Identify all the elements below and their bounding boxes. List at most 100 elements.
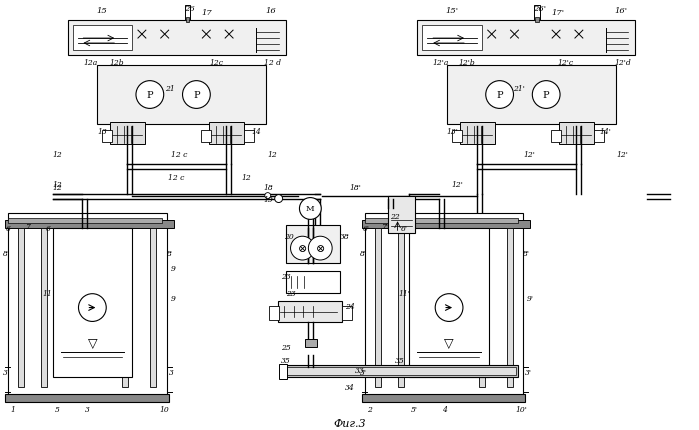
Bar — [18, 229, 24, 387]
Text: 34: 34 — [345, 383, 355, 391]
Text: 12': 12' — [524, 150, 535, 159]
Text: 9: 9 — [171, 264, 176, 272]
Text: 11: 11 — [43, 289, 52, 297]
Text: 5': 5' — [411, 405, 418, 413]
Text: 3: 3 — [3, 368, 8, 376]
Bar — [286, 271, 340, 293]
Text: 8: 8 — [3, 249, 8, 258]
Circle shape — [308, 237, 332, 261]
Circle shape — [136, 81, 164, 109]
Circle shape — [291, 237, 315, 261]
Text: 22: 22 — [390, 213, 399, 221]
Bar — [388, 196, 415, 233]
Bar — [122, 229, 128, 387]
Bar — [460, 123, 495, 145]
Bar — [479, 229, 484, 387]
Bar — [410, 229, 489, 377]
Text: 23: 23 — [286, 289, 296, 297]
Text: 6: 6 — [6, 225, 11, 233]
Bar — [286, 226, 340, 263]
Text: 12: 12 — [53, 180, 62, 188]
Text: 7': 7' — [381, 223, 388, 231]
Text: 12 c: 12 c — [168, 173, 185, 181]
Bar — [362, 221, 531, 229]
Bar — [593, 131, 604, 143]
Bar — [365, 219, 519, 224]
Circle shape — [275, 195, 282, 203]
Bar — [73, 26, 132, 51]
Bar — [110, 123, 145, 145]
Text: 3': 3' — [360, 368, 367, 376]
Text: 17': 17' — [552, 9, 565, 17]
Text: 12'c: 12'c — [558, 58, 574, 67]
Text: Фиг.3: Фиг.3 — [333, 418, 366, 427]
Text: 12 d: 12 d — [264, 58, 281, 67]
Text: 21': 21' — [514, 84, 526, 92]
Bar — [201, 131, 211, 143]
Text: 14': 14' — [600, 128, 612, 136]
Bar — [375, 229, 381, 387]
Bar — [551, 131, 561, 143]
Bar — [268, 306, 279, 321]
Text: 12c: 12c — [209, 58, 223, 67]
Text: 23: 23 — [281, 272, 291, 280]
Text: 1: 1 — [10, 405, 15, 413]
Text: 26: 26 — [184, 5, 195, 13]
Circle shape — [78, 294, 106, 322]
Circle shape — [299, 198, 322, 220]
Text: 13: 13 — [97, 128, 107, 136]
Bar — [52, 229, 132, 377]
Bar — [447, 66, 616, 125]
Circle shape — [486, 81, 514, 109]
Text: ▽: ▽ — [87, 336, 97, 349]
Text: 35: 35 — [395, 356, 405, 364]
Bar — [209, 123, 244, 145]
Circle shape — [435, 294, 463, 322]
Bar — [417, 21, 635, 56]
Text: 24: 24 — [345, 302, 355, 310]
Bar — [534, 6, 540, 21]
Text: 12: 12 — [268, 150, 278, 159]
Text: 8': 8' — [360, 249, 367, 258]
Text: 12a: 12a — [83, 58, 97, 67]
Bar — [342, 306, 352, 321]
Text: 19: 19 — [264, 195, 273, 203]
Text: ▽: ▽ — [445, 336, 454, 349]
Bar — [185, 18, 189, 23]
Bar — [282, 367, 517, 375]
Text: 12'a: 12'a — [432, 58, 448, 67]
Bar — [559, 123, 593, 145]
Bar — [365, 214, 524, 397]
Bar — [8, 219, 161, 224]
Text: 7: 7 — [26, 223, 30, 231]
Bar — [97, 66, 266, 125]
Bar — [305, 339, 317, 347]
Circle shape — [182, 81, 210, 109]
Bar — [280, 365, 519, 377]
Text: 10: 10 — [160, 405, 170, 413]
Text: 16': 16' — [614, 7, 627, 15]
Text: 12'd: 12'd — [614, 58, 631, 67]
Text: 6': 6' — [401, 225, 408, 233]
Text: 35: 35 — [281, 356, 291, 364]
Text: 18: 18 — [264, 183, 273, 191]
Text: 9': 9' — [527, 294, 534, 302]
Text: 15: 15 — [97, 7, 108, 15]
Bar — [452, 131, 462, 143]
Bar — [102, 131, 112, 143]
Bar — [5, 394, 168, 402]
Bar — [507, 229, 512, 387]
Text: 11': 11' — [398, 289, 410, 297]
Text: 5: 5 — [55, 405, 60, 413]
Bar — [535, 18, 539, 23]
Text: P: P — [193, 91, 200, 100]
Text: 3: 3 — [169, 368, 174, 376]
Text: P: P — [147, 91, 153, 100]
Bar — [68, 21, 286, 56]
Text: 8: 8 — [167, 249, 172, 258]
Bar — [5, 221, 173, 229]
Text: 12': 12' — [617, 150, 628, 159]
Text: 15': 15' — [445, 7, 459, 15]
Text: 20: 20 — [284, 233, 294, 241]
Circle shape — [533, 81, 560, 109]
